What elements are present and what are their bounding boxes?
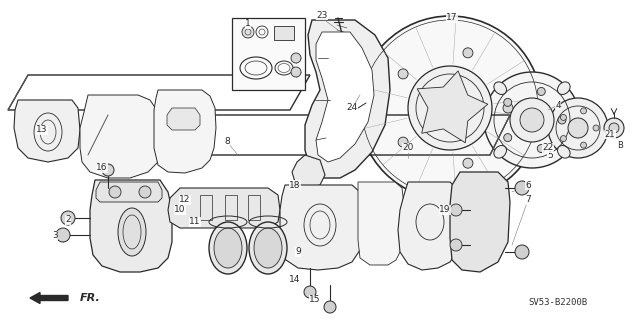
Circle shape — [484, 72, 580, 168]
Text: 9: 9 — [295, 248, 301, 256]
Polygon shape — [90, 180, 172, 272]
Text: 3: 3 — [52, 232, 58, 241]
Text: 23: 23 — [316, 11, 328, 19]
Circle shape — [515, 181, 529, 195]
Text: 24: 24 — [346, 103, 358, 113]
Ellipse shape — [214, 228, 242, 268]
Circle shape — [593, 125, 599, 131]
Circle shape — [504, 98, 512, 106]
Text: 21: 21 — [605, 130, 615, 139]
Text: 8: 8 — [224, 137, 230, 146]
Circle shape — [61, 211, 75, 225]
Text: 16: 16 — [96, 164, 108, 173]
Text: 1: 1 — [245, 19, 251, 28]
Text: 19: 19 — [439, 205, 451, 214]
Text: 11: 11 — [189, 218, 201, 226]
Circle shape — [537, 87, 545, 95]
Text: SV53-B2200B: SV53-B2200B — [529, 298, 588, 307]
Text: 20: 20 — [403, 144, 413, 152]
Ellipse shape — [494, 145, 506, 158]
Text: 2: 2 — [65, 216, 71, 225]
Text: 17: 17 — [446, 13, 458, 23]
Polygon shape — [14, 100, 80, 162]
Polygon shape — [305, 20, 390, 178]
Circle shape — [291, 67, 301, 77]
Text: 18: 18 — [289, 181, 301, 189]
Circle shape — [463, 158, 473, 168]
Circle shape — [580, 108, 587, 114]
Text: 5: 5 — [547, 151, 553, 160]
FancyArrow shape — [30, 293, 68, 303]
Circle shape — [102, 164, 114, 176]
Circle shape — [515, 245, 529, 259]
Ellipse shape — [557, 145, 570, 158]
Circle shape — [56, 228, 70, 242]
Circle shape — [450, 204, 462, 216]
Text: 10: 10 — [174, 205, 186, 214]
Ellipse shape — [557, 82, 570, 94]
Polygon shape — [80, 95, 162, 178]
Polygon shape — [450, 172, 510, 272]
Polygon shape — [154, 90, 216, 173]
Polygon shape — [398, 182, 460, 270]
Circle shape — [408, 66, 492, 150]
Text: 15: 15 — [309, 295, 321, 305]
Circle shape — [568, 118, 588, 138]
Text: 12: 12 — [179, 196, 191, 204]
Circle shape — [510, 98, 554, 142]
Text: 7: 7 — [525, 196, 531, 204]
Text: 6: 6 — [525, 181, 531, 189]
Ellipse shape — [249, 222, 287, 274]
Circle shape — [463, 48, 473, 58]
Polygon shape — [358, 182, 404, 265]
Text: FR.: FR. — [80, 293, 100, 303]
Ellipse shape — [494, 82, 506, 94]
Circle shape — [139, 186, 151, 198]
Polygon shape — [280, 185, 362, 270]
Text: 22: 22 — [542, 144, 554, 152]
Circle shape — [561, 136, 566, 142]
Circle shape — [450, 239, 462, 251]
Text: 4: 4 — [555, 100, 561, 109]
Circle shape — [609, 123, 619, 133]
Ellipse shape — [254, 228, 282, 268]
Circle shape — [548, 98, 608, 158]
Text: B: B — [617, 140, 623, 150]
Bar — [274, 26, 294, 40]
Ellipse shape — [118, 208, 146, 256]
Circle shape — [304, 286, 316, 298]
Text: 13: 13 — [36, 125, 48, 135]
Circle shape — [504, 134, 512, 142]
Circle shape — [520, 108, 544, 132]
Circle shape — [398, 69, 408, 79]
Circle shape — [558, 116, 566, 124]
Polygon shape — [168, 188, 280, 228]
Circle shape — [438, 96, 462, 120]
Bar — [232, 18, 305, 90]
Polygon shape — [96, 182, 162, 202]
Circle shape — [561, 115, 566, 120]
Circle shape — [537, 145, 545, 152]
Polygon shape — [316, 32, 374, 162]
Circle shape — [503, 103, 513, 113]
Circle shape — [604, 118, 624, 138]
Circle shape — [291, 53, 301, 63]
Text: 14: 14 — [289, 276, 301, 285]
Polygon shape — [167, 108, 200, 130]
Circle shape — [242, 26, 254, 38]
Circle shape — [580, 142, 587, 148]
Polygon shape — [417, 71, 488, 143]
Ellipse shape — [209, 222, 247, 274]
Circle shape — [358, 16, 542, 200]
Circle shape — [398, 137, 408, 147]
Circle shape — [109, 186, 121, 198]
Polygon shape — [292, 155, 325, 188]
Circle shape — [324, 301, 336, 313]
